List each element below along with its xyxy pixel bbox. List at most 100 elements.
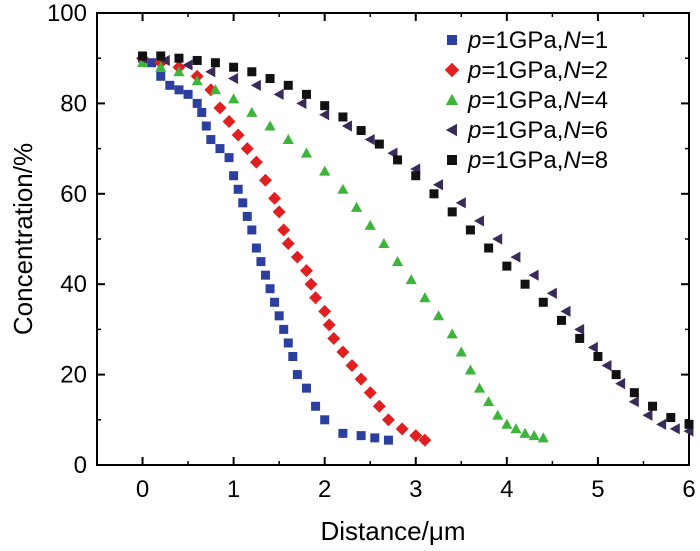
data-point <box>159 54 170 67</box>
legend-label: p=1GPa,N=6 <box>467 117 608 144</box>
data-point <box>528 269 539 281</box>
data-point <box>502 261 512 271</box>
data-point <box>309 291 323 305</box>
data-point <box>213 101 227 115</box>
legend-marker <box>447 155 457 165</box>
data-point <box>165 80 175 90</box>
data-point <box>265 284 275 294</box>
data-point <box>546 287 557 299</box>
legend-label: p=1GPa,N=1 <box>467 27 608 54</box>
data-point <box>265 74 275 84</box>
legend-item: p=1GPa,N=1 <box>447 27 608 54</box>
data-point <box>684 419 694 429</box>
data-point <box>432 179 444 191</box>
data-point <box>238 198 248 208</box>
series-5 <box>138 51 694 429</box>
data-point <box>156 71 166 81</box>
data-point <box>337 183 349 194</box>
legend-label: p=1GPa,N=2 <box>467 57 608 84</box>
y-tick-label: 80 <box>60 90 87 117</box>
data-point <box>296 97 307 109</box>
legend-marker <box>445 123 457 137</box>
data-point <box>378 237 390 248</box>
x-axis-ticks: 0 1 2 3 4 5 6 <box>136 13 696 503</box>
data-point <box>228 93 240 104</box>
data-point <box>446 328 458 339</box>
data-point <box>292 370 302 380</box>
legend-marker <box>447 35 457 45</box>
data-point <box>174 85 184 95</box>
data-point <box>629 388 639 398</box>
data-point <box>510 423 522 434</box>
y-tick-label: 40 <box>60 271 87 298</box>
data-point <box>224 153 234 163</box>
data-point <box>173 66 185 77</box>
data-point <box>520 279 530 289</box>
data-point <box>233 184 243 194</box>
y-tick-label: 60 <box>60 181 87 208</box>
data-point <box>483 396 495 407</box>
data-point <box>432 310 445 321</box>
legend-label: p=1GPa,N=8 <box>467 147 608 174</box>
data-point <box>249 155 263 169</box>
data-point <box>156 51 166 61</box>
data-point <box>345 359 359 373</box>
data-point <box>209 84 221 95</box>
data-point <box>405 274 417 285</box>
data-point <box>311 401 321 411</box>
data-point <box>259 173 272 187</box>
data-point <box>273 88 284 100</box>
data-point <box>538 297 548 307</box>
data-point <box>395 422 409 436</box>
data-point <box>363 386 377 400</box>
data-point <box>318 304 332 318</box>
y-axis-title: Concentration/% <box>8 143 38 335</box>
data-point <box>429 189 439 199</box>
data-point <box>288 352 298 362</box>
data-point <box>601 359 612 372</box>
data-point <box>274 311 284 321</box>
data-point <box>615 378 626 390</box>
y-axis-ticks: 0 20 40 60 80 100 <box>47 0 689 479</box>
series-4 <box>136 52 694 437</box>
x-tick-label: 4 <box>500 476 513 503</box>
data-point <box>393 155 403 165</box>
y-tick-label: 100 <box>47 0 87 27</box>
data-point <box>648 401 658 411</box>
data-point <box>242 211 252 221</box>
data-point <box>327 331 341 345</box>
data-point <box>391 256 404 267</box>
data-point <box>341 120 352 132</box>
data-point <box>338 112 348 122</box>
data-point <box>473 215 484 227</box>
data-point <box>229 62 239 72</box>
legend-label: p=1GPa,N=4 <box>467 87 608 114</box>
data-point <box>281 237 295 250</box>
data-point <box>528 430 540 441</box>
data-point <box>322 318 336 332</box>
data-point <box>611 370 621 380</box>
data-point <box>501 418 513 429</box>
data-point <box>290 250 304 264</box>
data-point <box>264 120 276 131</box>
data-point <box>593 352 603 362</box>
legend: p=1GPa,N=1 p=1GPa,N=2 p=1GPa,N=4 p=1GPa,N=6… <box>444 27 608 174</box>
data-point <box>587 341 598 354</box>
data-point <box>464 364 476 375</box>
data-point <box>182 59 193 71</box>
data-point <box>256 257 266 267</box>
data-point <box>277 223 291 237</box>
y-tick-label: 20 <box>60 362 87 389</box>
x-tick-label: 1 <box>227 476 240 503</box>
data-point <box>418 433 432 447</box>
data-point <box>304 277 318 291</box>
data-point <box>246 106 258 117</box>
data-point <box>250 79 261 91</box>
data-point <box>300 147 313 158</box>
x-tick-label: 0 <box>136 476 149 503</box>
legend-marker <box>444 62 460 78</box>
data-point <box>374 139 384 149</box>
data-point <box>183 89 193 99</box>
data-point <box>231 128 245 142</box>
